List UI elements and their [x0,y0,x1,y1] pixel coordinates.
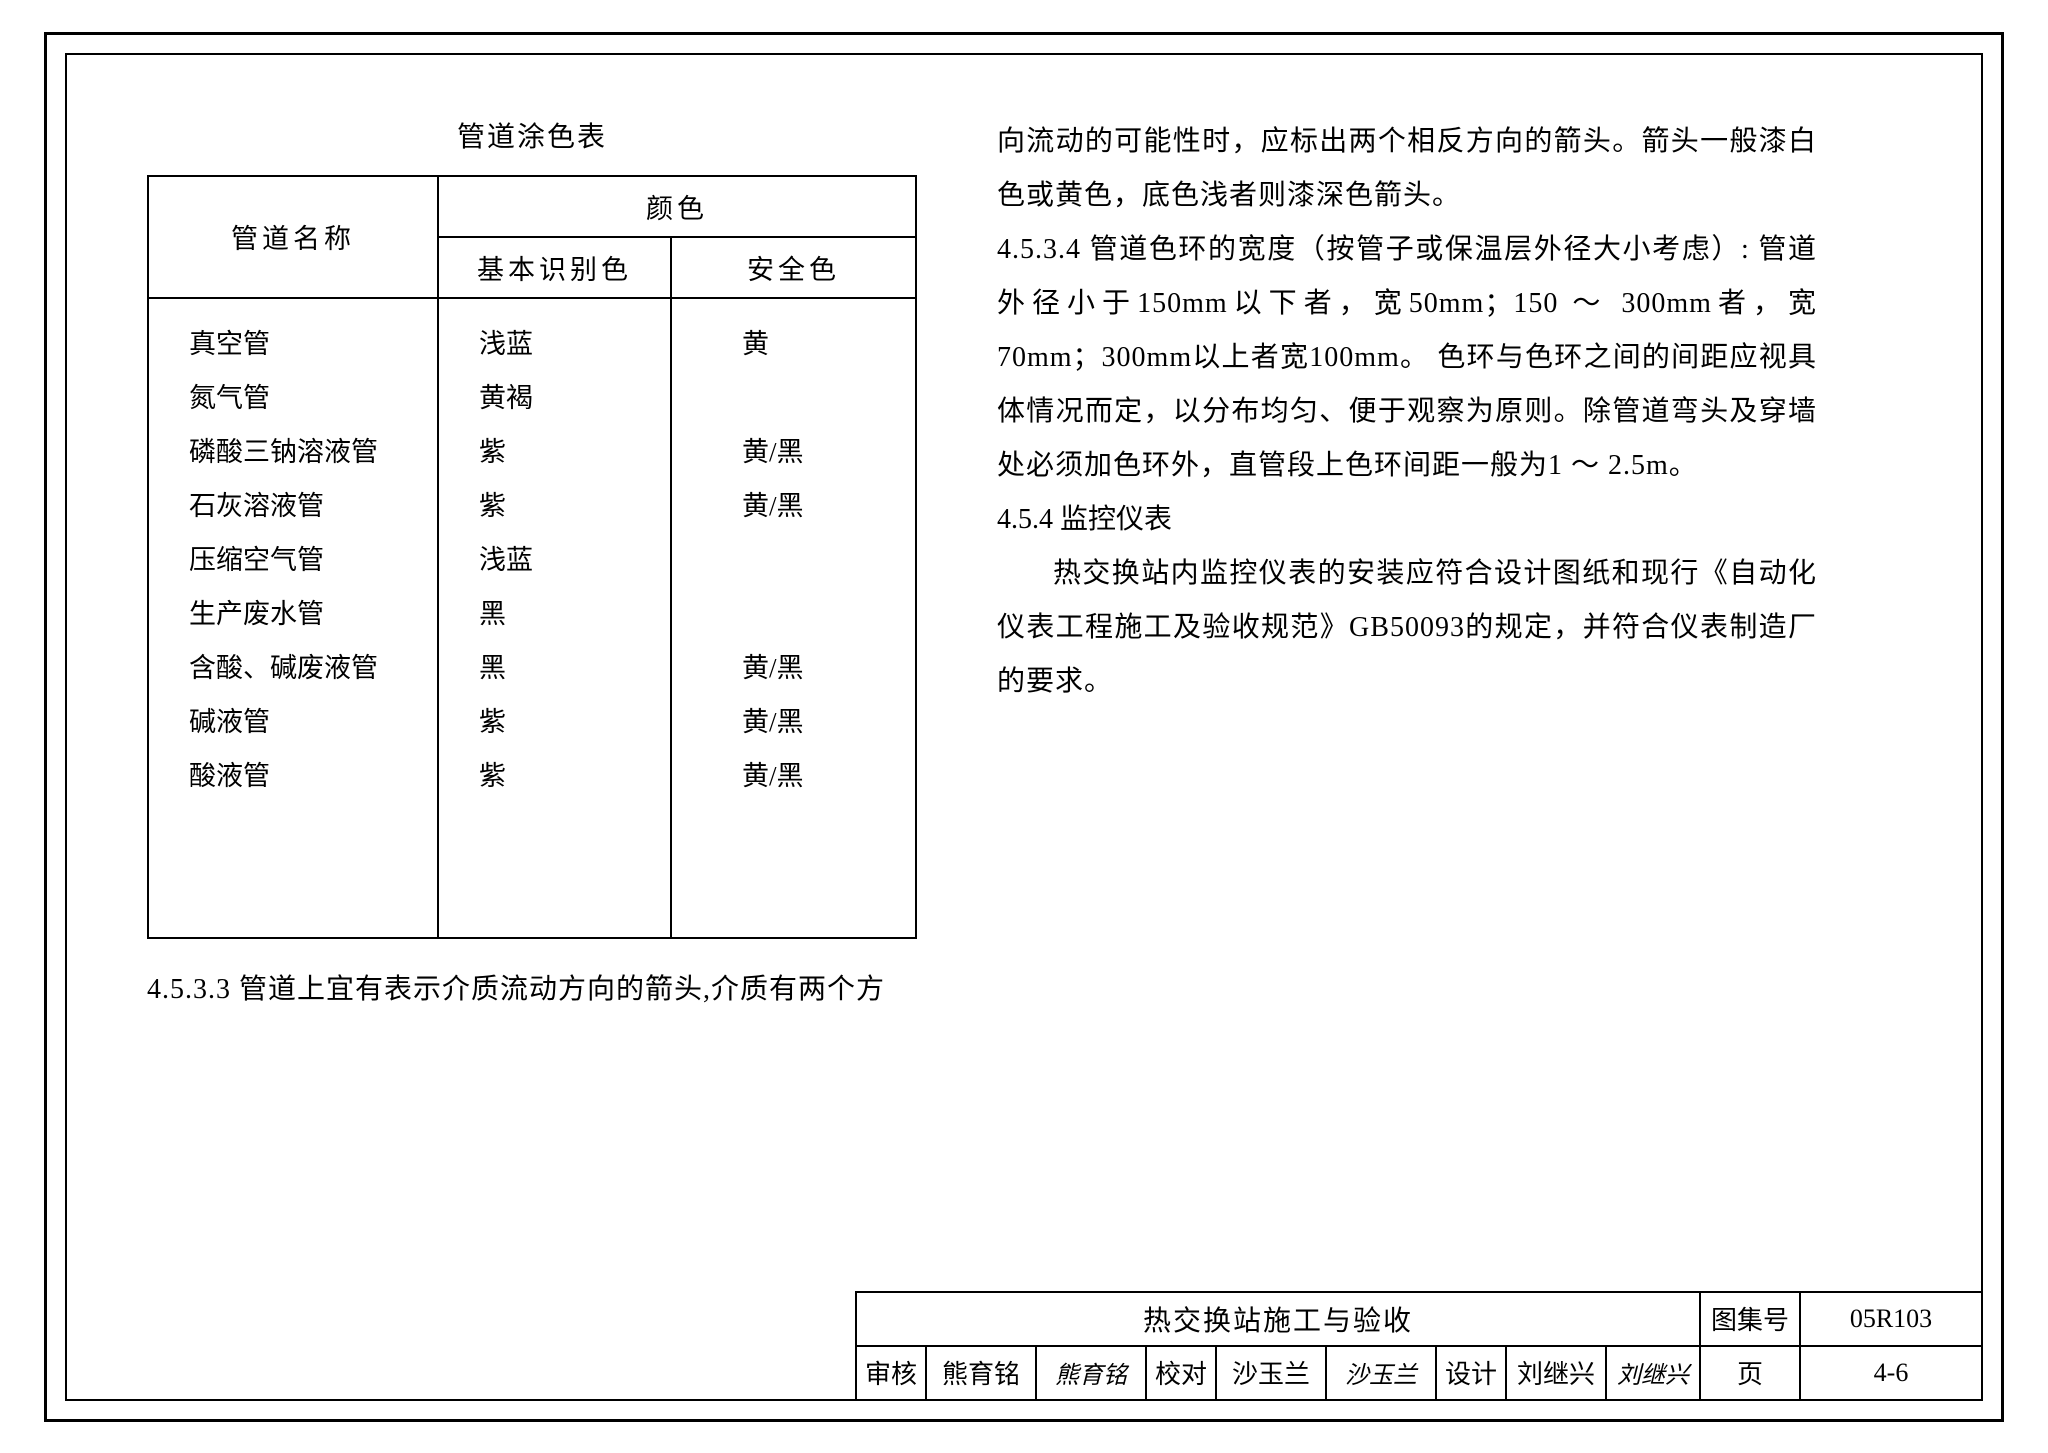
cell-safe [742,533,875,587]
cell-safe [742,371,875,425]
proofer: 沙玉兰 [1217,1347,1327,1399]
page-label: 页 [1701,1347,1801,1399]
cell-name: 磷酸三钠溶液管 [189,425,397,479]
cell-name: 氮气管 [189,371,397,425]
cell-basic: 浅蓝 [479,317,630,371]
proof-label: 校对 [1147,1347,1217,1399]
atlas-label: 图集号 [1701,1293,1801,1345]
cell-name: 真空管 [189,317,397,371]
th-basic-color: 基本识别色 [438,237,671,298]
cell-basic: 浅蓝 [479,533,630,587]
reviewer: 熊育铭 [927,1347,1037,1399]
cell-safe [742,587,875,641]
cell-name: 碱液管 [189,695,397,749]
para-4-5-3-4: 4.5.3.4 管道色环的宽度（按管子或保温层外径大小考虑）: 管道外径小于15… [997,223,1817,493]
cell-basic: 黑 [479,641,630,695]
cell-safe: 黄 [742,317,875,371]
cell-basic: 紫 [479,479,630,533]
review-label: 审核 [857,1347,927,1399]
table-body-row: 真空管 氮气管 磷酸三钠溶液管 石灰溶液管 压缩空气管 生产废水管 含酸、碱废液… [148,298,916,938]
cell-name: 含酸、碱废液管 [189,641,397,695]
cell-basic: 紫 [479,695,630,749]
outer-frame: 管道涂色表 管道名称 颜色 基本识别色 安全色 [44,32,2004,1422]
th-color: 颜色 [438,176,916,237]
title-block-row2: 审核 熊育铭 熊育铭 校对 沙玉兰 沙玉兰 设计 刘继兴 刘继兴 页 4-6 [857,1345,1981,1399]
cell-name: 生产废水管 [189,587,397,641]
th-safe-color: 安全色 [671,237,916,298]
left-column: 管道涂色表 管道名称 颜色 基本识别色 安全色 [147,115,917,1017]
cell-basic: 黄褐 [479,371,630,425]
right-column: 向流动的可能性时，应标出两个相反方向的箭头。箭头一般漆白色或黄色，底色浅者则漆深… [997,115,1817,1017]
cell-safe: 黄/黑 [742,641,875,695]
cell-basic: 黑 [479,587,630,641]
cell-name: 石灰溶液管 [189,479,397,533]
atlas-number: 05R103 [1801,1293,1981,1345]
col-safe-colors: 黄 黄/黑 黄/黑 黄/黑 黄/黑 黄/黑 [671,298,916,938]
designer-signature: 刘继兴 [1607,1347,1701,1399]
pipe-color-table: 管道名称 颜色 基本识别色 安全色 真空管 [147,175,917,939]
designer: 刘继兴 [1507,1347,1607,1399]
para-4-5-4-body: 热交换站内监控仪表的安装应符合设计图纸和现行《自动化仪表工程施工及验收规范》GB… [997,547,1817,709]
proofer-signature: 沙玉兰 [1327,1347,1437,1399]
cell-safe: 黄/黑 [742,425,875,479]
col-basic-colors: 浅蓝 黄褐 紫 紫 浅蓝 黑 黑 紫 紫 [438,298,671,938]
drawing-title: 热交换站施工与验收 [857,1293,1701,1345]
col-pipe-names: 真空管 氮气管 磷酸三钠溶液管 石灰溶液管 压缩空气管 生产废水管 含酸、碱废液… [148,298,438,938]
title-block-row1: 热交换站施工与验收 图集号 05R103 [857,1293,1981,1345]
cell-basic: 紫 [479,425,630,479]
para-4-5-3-3: 4.5.3.3 管道上宜有表示介质流动方向的箭头,介质有两个方 [147,963,917,1017]
para-continue: 向流动的可能性时，应标出两个相反方向的箭头。箭头一般漆白色或黄色，底色浅者则漆深… [997,115,1817,223]
title-block: 热交换站施工与验收 图集号 05R103 审核 熊育铭 熊育铭 校对 沙玉兰 沙… [855,1291,1983,1401]
table-title: 管道涂色表 [147,115,917,155]
reviewer-signature: 熊育铭 [1037,1347,1147,1399]
th-pipe-name: 管道名称 [148,176,438,298]
page-number: 4-6 [1801,1347,1981,1399]
cell-name: 酸液管 [189,749,397,803]
cell-safe: 黄/黑 [742,479,875,533]
cell-safe: 黄/黑 [742,749,875,803]
cell-name: 压缩空气管 [189,533,397,587]
heading-4-5-4: 4.5.4 监控仪表 [997,493,1817,547]
page-content: 管道涂色表 管道名称 颜色 基本识别色 安全色 [67,55,1981,1017]
cell-safe: 黄/黑 [742,695,875,749]
cell-basic: 紫 [479,749,630,803]
design-label: 设计 [1437,1347,1507,1399]
inner-frame: 管道涂色表 管道名称 颜色 基本识别色 安全色 [65,53,1983,1401]
